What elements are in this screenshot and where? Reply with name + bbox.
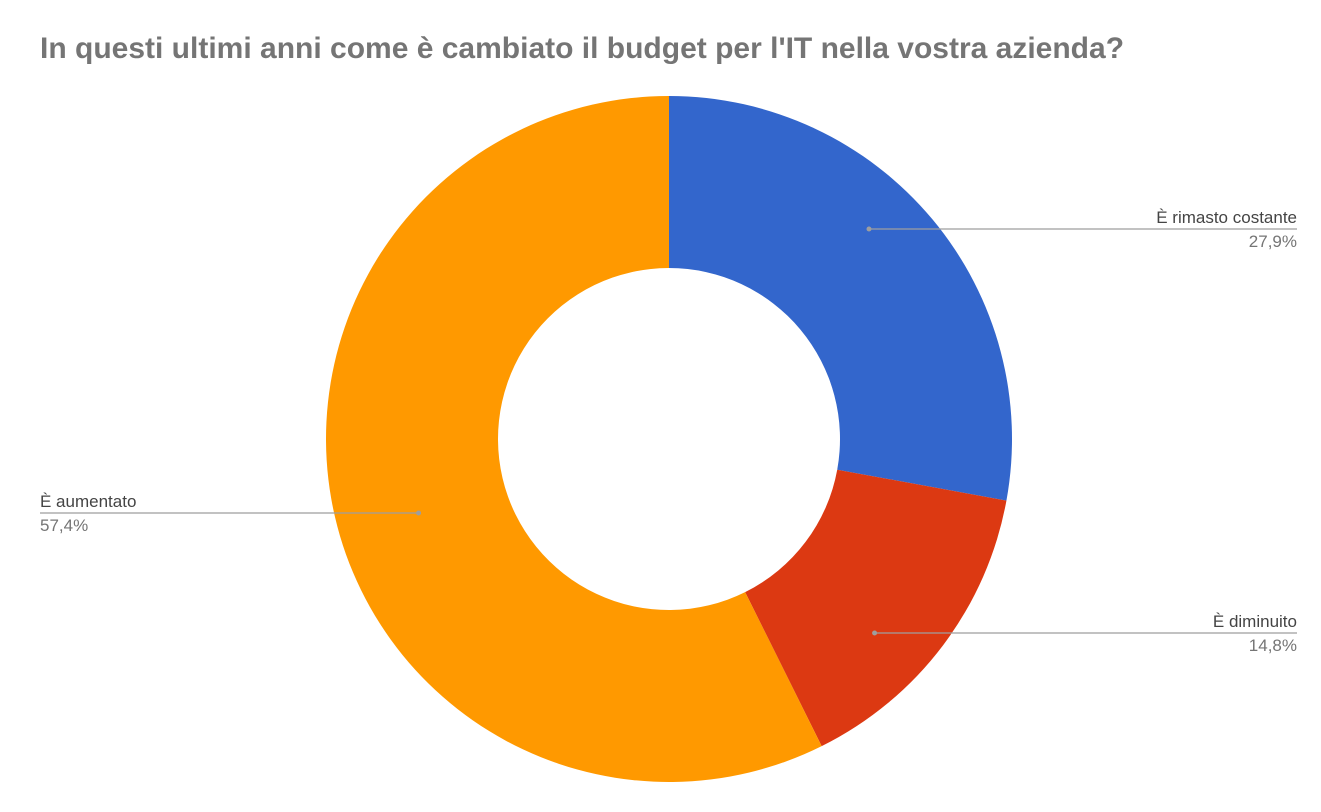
labels-group: È rimasto costante 27,9% È diminuito 14,8% È…	[40, 208, 1297, 655]
slices-group	[325, 96, 1013, 782]
slice-value-e-aumentato: 57,4%	[40, 516, 88, 535]
leader-dot-e-aumentato	[416, 510, 422, 516]
slice-label-e-rimasto-costante: È rimasto costante	[1156, 208, 1297, 227]
slice-e-aumentato	[325, 96, 822, 782]
slice-value-e-diminuito: 14,8%	[1249, 636, 1297, 655]
leader-dot-e-rimasto-costante	[866, 226, 872, 232]
slice-e-diminuito	[745, 469, 1007, 747]
chart-title: In questi ultimi anni come è cambiato il…	[40, 32, 1125, 65]
slice-value-e-rimasto-costante: 27,9%	[1249, 232, 1297, 251]
slice-label-e-aumentato: È aumentato	[40, 492, 136, 511]
slice-e-rimasto-costante	[669, 96, 1013, 501]
leader-dot-e-diminuito	[872, 630, 878, 636]
slice-label-e-diminuito: È diminuito	[1213, 612, 1297, 631]
